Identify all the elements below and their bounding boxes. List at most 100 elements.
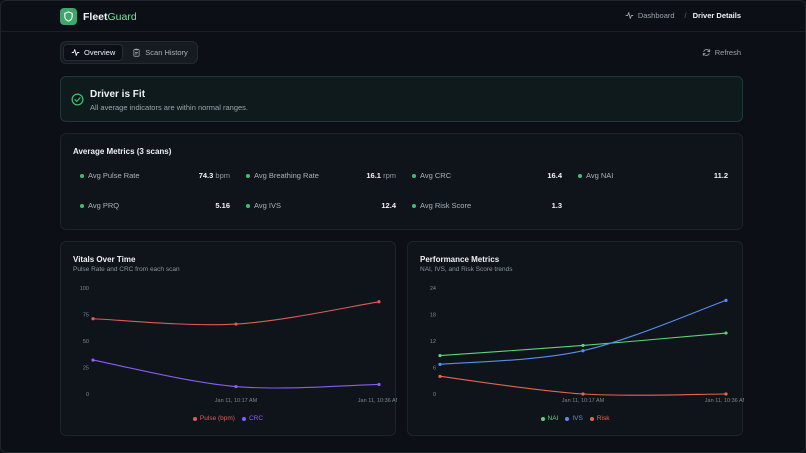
breadcrumb-dashboard-label: Dashboard <box>637 11 675 20</box>
vitals-chart: 0 25 50 75 100 Jan 11, 10:17 AM Jan 11, 10:36 … <box>80 286 397 404</box>
series-line-pulse-bpm <box>92 301 380 326</box>
data-point-nai <box>581 343 585 348</box>
legend-item: IVS <box>565 415 583 422</box>
metric-number: 1.3 <box>551 201 562 210</box>
y-tick-label: 12 <box>430 339 436 345</box>
legend-item: Risk <box>589 415 610 422</box>
y-tick-label: 0 <box>86 392 89 398</box>
status-title: Driver is Fit <box>90 89 146 100</box>
vitals-chart-subtitle: Pulse Rate and CRC from each scan <box>73 266 180 273</box>
data-point-crc <box>91 358 95 362</box>
vitals-chart-legend: Pulse (bpm) CRC <box>61 415 395 422</box>
x-tick-label: Jan 11, 10:17 AM <box>562 398 605 404</box>
metric-number: 11.2 <box>713 171 728 180</box>
metric-number: 16.4 <box>547 171 562 180</box>
refresh-label: Refresh <box>714 48 741 57</box>
breadcrumb-current: Driver Details <box>692 11 741 20</box>
average-metrics-title: Average Metrics (3 scans) <box>73 147 172 156</box>
app-name-part1: Fleet <box>83 10 108 23</box>
metric-value: 11.2 <box>714 171 728 180</box>
data-point-nai <box>724 331 728 335</box>
top-bar: FleetGuard Dashboard / Driver Details <box>1 1 805 32</box>
performance-chart: 0 6 12 18 24 Jan 11, 10:17 AM Jan 11, 10:36 AM <box>430 286 744 404</box>
legend-item: CRC <box>241 415 264 422</box>
metric-avg-breathing-rate: Avg Breathing Rate 16.1 rpm <box>246 171 396 183</box>
status-dot <box>80 204 84 208</box>
metric-avg-prq: Avg PRQ 5.16 <box>80 201 230 213</box>
data-point-ivs <box>438 362 442 367</box>
tab-overview[interactable]: Overview <box>63 44 124 61</box>
metric-avg-risk-score: Avg Risk Score 1.3 <box>412 201 562 213</box>
metric-number: 16.1 <box>366 171 381 180</box>
y-tick-label: 0 <box>433 392 436 398</box>
y-tick-label: 24 <box>430 286 436 292</box>
series-line-crc <box>92 359 380 389</box>
metric-number: 12.4 <box>381 201 396 210</box>
vitals-chart-card: Vitals Over Time Pulse Rate and CRC from… <box>60 241 397 436</box>
tab-overview-label: Overview <box>84 48 116 57</box>
clipboard-icon <box>133 48 140 57</box>
metric-unit: rpm <box>383 171 396 180</box>
performance-chart-legend: NAI IVS Risk <box>408 415 742 422</box>
data-point-nai <box>438 353 442 358</box>
metric-value: 16.1 rpm <box>366 171 396 180</box>
app-name: FleetGuard <box>83 11 137 23</box>
legend-label: NAI <box>547 415 559 422</box>
metric-value: 1.3 <box>552 201 562 210</box>
y-tick-label: 75 <box>83 313 89 319</box>
data-point-ivs <box>724 298 728 302</box>
brand[interactable]: FleetGuard <box>60 8 137 25</box>
y-tick-label: 18 <box>430 313 436 319</box>
y-tick-label: 100 <box>80 286 89 292</box>
legend-swatch <box>589 416 594 421</box>
status-subtitle: All average indicators are within normal… <box>90 103 248 112</box>
refresh-button[interactable]: Refresh <box>702 48 741 57</box>
y-tick-label: 6 <box>433 366 436 372</box>
data-point-crc <box>234 384 238 389</box>
metric-value: 12.4 <box>381 201 396 210</box>
average-metrics-card: Average Metrics (3 scans) Avg Pulse Rate… <box>60 133 743 230</box>
metric-label: Avg Breathing Rate <box>254 171 319 180</box>
data-point-crc <box>377 382 381 387</box>
data-point-pulse-bpm <box>234 322 238 326</box>
data-point-risk <box>581 392 585 396</box>
activity-icon <box>625 12 634 19</box>
legend-label: Risk <box>596 415 610 422</box>
metric-label: Avg IVS <box>254 201 281 210</box>
tab-scan-history-label: Scan History <box>145 48 188 57</box>
legend-item: NAI <box>540 415 559 422</box>
metric-label: Avg Risk Score <box>420 201 472 210</box>
refresh-icon <box>702 49 710 56</box>
shield-logo-icon <box>60 8 77 25</box>
metric-avg-nai: Avg NAI 11.2 <box>578 171 728 183</box>
legend-swatch <box>565 416 570 421</box>
metric-unit: bpm <box>215 171 230 180</box>
legend-label: CRC <box>248 415 264 422</box>
view-tabs: Overview Scan History <box>60 41 198 64</box>
data-point-risk <box>438 374 442 378</box>
legend-item: Pulse (bpm) <box>192 415 235 422</box>
metric-value: 16.4 <box>547 171 562 180</box>
breadcrumb-dashboard-link[interactable]: Dashboard <box>625 11 675 20</box>
app-name-part2: Guard <box>107 10 137 23</box>
breadcrumb: Dashboard / Driver Details <box>625 11 741 20</box>
breadcrumb-separator: / <box>684 11 687 20</box>
legend-swatch <box>192 416 197 421</box>
tab-scan-history[interactable]: Scan History <box>125 44 195 61</box>
metric-avg-crc: Avg CRC 16.4 <box>412 171 562 183</box>
data-point-pulse-bpm <box>377 300 381 304</box>
legend-label: Pulse (bpm) <box>199 415 235 422</box>
metric-avg-pulse-rate: Avg Pulse Rate 74.3 bpm <box>80 171 230 183</box>
status-dot <box>246 174 250 178</box>
vitals-chart-title: Vitals Over Time <box>73 255 136 264</box>
performance-chart-title: Performance Metrics <box>420 255 500 264</box>
y-tick-label: 50 <box>83 339 89 345</box>
metric-avg-ivs: Avg IVS 12.4 <box>246 201 396 213</box>
metric-label: Avg Pulse Rate <box>88 171 140 180</box>
status-dot <box>246 204 250 208</box>
x-tick-label: Jan 11, 10:17 AM <box>215 398 258 404</box>
metric-value: 5.16 <box>215 201 230 210</box>
series-line-ivs <box>439 299 727 365</box>
performance-chart-subtitle: NAI, IVS, and Risk Score trends <box>420 266 513 273</box>
